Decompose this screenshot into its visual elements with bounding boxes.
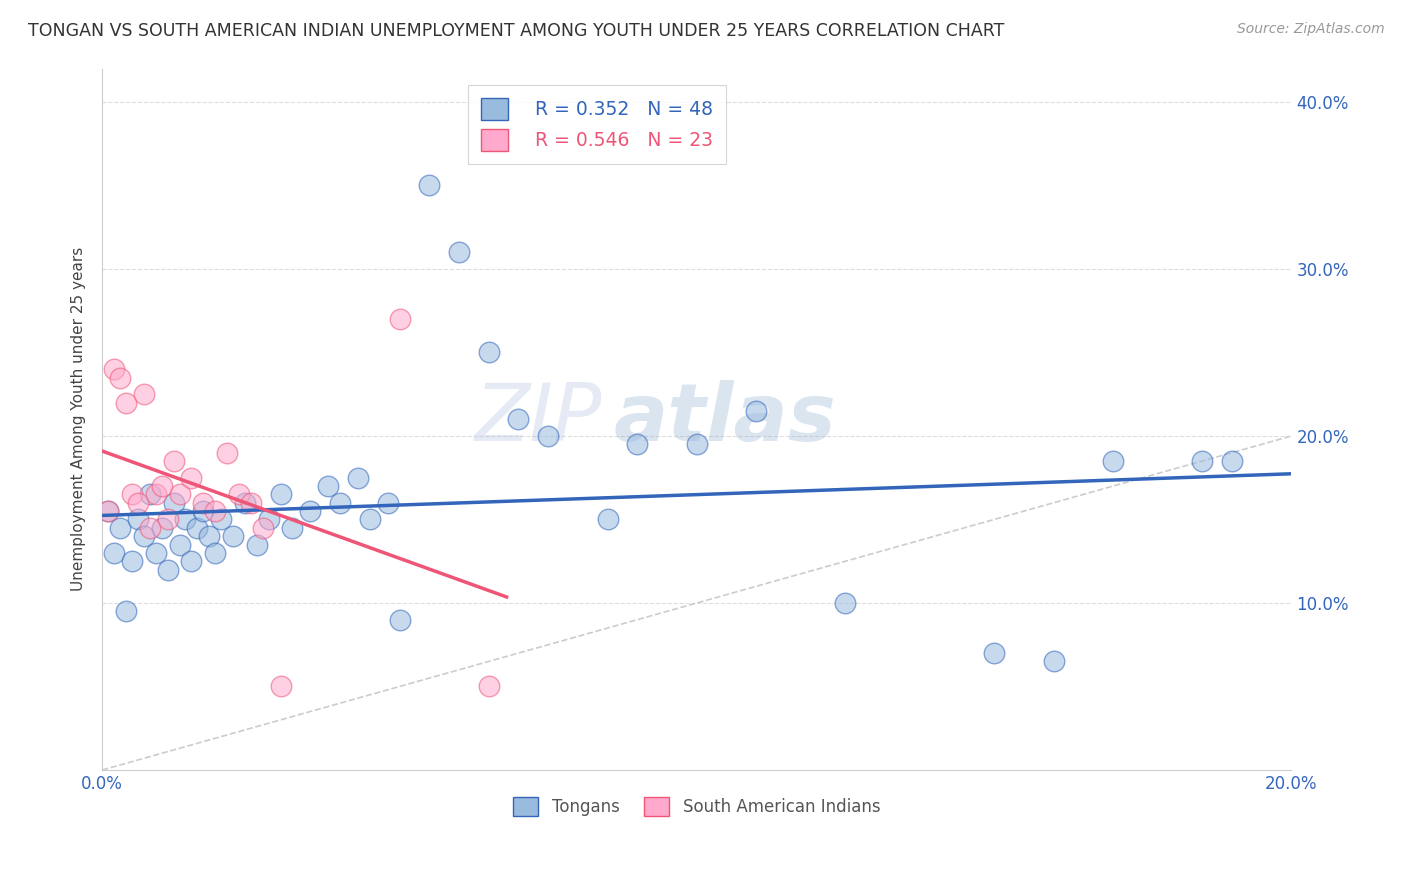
Text: Source: ZipAtlas.com: Source: ZipAtlas.com — [1237, 22, 1385, 37]
Tongans — [162, 496, 184, 510]
South American Indians — [103, 362, 125, 376]
Tongans — [145, 546, 167, 560]
Tongans — [983, 646, 1005, 660]
Y-axis label: Unemployment Among Youth under 25 years: Unemployment Among Youth under 25 years — [72, 247, 86, 591]
Tongans — [359, 512, 381, 526]
South American Indians — [270, 680, 292, 694]
South American Indians — [121, 487, 143, 501]
Tongans — [1042, 655, 1064, 669]
South American Indians — [108, 370, 131, 384]
Text: TONGAN VS SOUTH AMERICAN INDIAN UNEMPLOYMENT AMONG YOUTH UNDER 25 YEARS CORRELAT: TONGAN VS SOUTH AMERICAN INDIAN UNEMPLOY… — [28, 22, 1004, 40]
South American Indians — [169, 487, 191, 501]
South American Indians — [156, 512, 179, 526]
Tongans — [270, 487, 292, 501]
South American Indians — [478, 680, 501, 694]
South American Indians — [239, 496, 262, 510]
Legend: Tongans, South American Indians: Tongans, South American Indians — [505, 789, 889, 825]
Tongans — [103, 546, 125, 560]
Tongans — [478, 345, 501, 359]
Tongans — [127, 512, 149, 526]
South American Indians — [388, 312, 411, 326]
Tongans — [246, 537, 269, 551]
Tongans — [108, 521, 131, 535]
Tongans — [121, 554, 143, 568]
Tongans — [316, 479, 339, 493]
Tongans — [132, 529, 155, 543]
Tongans — [834, 596, 856, 610]
Tongans — [418, 178, 440, 193]
South American Indians — [180, 471, 202, 485]
Tongans — [193, 504, 215, 518]
South American Indians — [252, 521, 274, 535]
Tongans — [347, 471, 370, 485]
Tongans — [209, 512, 232, 526]
Tongans — [281, 521, 304, 535]
Tongans — [169, 537, 191, 551]
Tongans — [204, 546, 226, 560]
South American Indians — [217, 445, 239, 459]
South American Indians — [193, 496, 215, 510]
Tongans — [115, 604, 138, 618]
Tongans — [537, 429, 560, 443]
Tongans — [626, 437, 648, 451]
South American Indians — [139, 521, 162, 535]
Tongans — [377, 496, 399, 510]
Tongans — [156, 563, 179, 577]
Tongans — [180, 554, 202, 568]
Tongans — [686, 437, 709, 451]
South American Indians — [228, 487, 250, 501]
Tongans — [1220, 454, 1243, 468]
Text: ZIP: ZIP — [474, 380, 602, 458]
South American Indians — [162, 454, 184, 468]
Tongans — [233, 496, 256, 510]
Tongans — [329, 496, 352, 510]
South American Indians — [204, 504, 226, 518]
South American Indians — [132, 387, 155, 401]
Tongans — [1102, 454, 1125, 468]
Tongans — [299, 504, 322, 518]
Tongans — [508, 412, 530, 426]
South American Indians — [150, 479, 173, 493]
South American Indians — [115, 395, 138, 409]
Tongans — [186, 521, 208, 535]
Tongans — [139, 487, 162, 501]
Tongans — [174, 512, 197, 526]
Tongans — [596, 512, 619, 526]
Tongans — [198, 529, 221, 543]
Tongans — [222, 529, 245, 543]
Tongans — [257, 512, 280, 526]
South American Indians — [97, 504, 120, 518]
Text: atlas: atlas — [613, 380, 837, 458]
Tongans — [150, 521, 173, 535]
Tongans — [447, 245, 470, 260]
South American Indians — [127, 496, 149, 510]
Tongans — [97, 504, 120, 518]
South American Indians — [145, 487, 167, 501]
Tongans — [745, 404, 768, 418]
Tongans — [1191, 454, 1213, 468]
Tongans — [388, 613, 411, 627]
